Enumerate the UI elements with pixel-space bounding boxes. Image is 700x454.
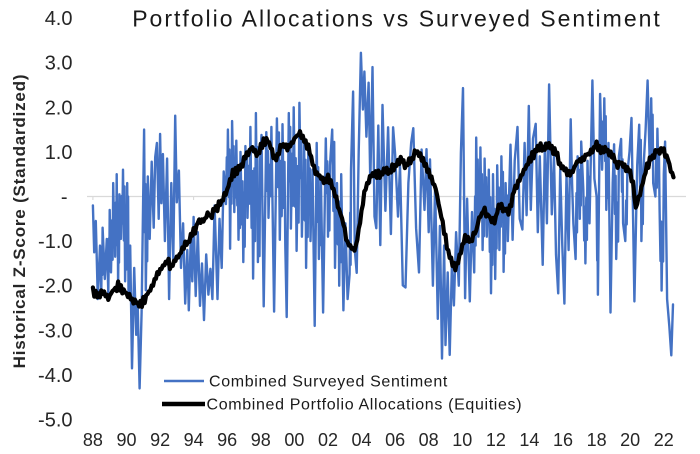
svg-text:-1.0: -1.0 — [38, 231, 72, 253]
svg-text:96: 96 — [217, 430, 237, 450]
svg-text:Combined Portfolio Allocations: Combined Portfolio Allocations (Equities… — [207, 397, 523, 414]
svg-text:20: 20 — [620, 430, 640, 450]
svg-text:16: 16 — [553, 430, 573, 450]
svg-text:12: 12 — [486, 430, 506, 450]
svg-text:Historical Z-Score (Standardiz: Historical Z-Score (Standardized) — [10, 74, 29, 369]
svg-text:10: 10 — [452, 430, 472, 450]
svg-text:98: 98 — [251, 430, 271, 450]
svg-text:3.0: 3.0 — [45, 53, 73, 75]
svg-text:08: 08 — [419, 430, 439, 450]
svg-text:Portfolio Allocations vs Surve: Portfolio Allocations vs Surveyed Sentim… — [132, 6, 662, 32]
svg-text:Combined Surveyed Sentiment: Combined Surveyed Sentiment — [209, 374, 448, 391]
svg-text:4.0: 4.0 — [45, 8, 73, 30]
svg-text:88: 88 — [83, 430, 103, 450]
svg-text:-3.0: -3.0 — [38, 320, 72, 342]
svg-text:1.0: 1.0 — [45, 142, 73, 164]
svg-text:-2.0: -2.0 — [38, 276, 72, 298]
svg-text:-5.0: -5.0 — [38, 410, 72, 432]
svg-text:-: - — [61, 187, 68, 209]
svg-text:00: 00 — [284, 430, 304, 450]
svg-text:92: 92 — [150, 430, 170, 450]
svg-text:2.0: 2.0 — [45, 97, 73, 119]
svg-text:90: 90 — [116, 430, 136, 450]
svg-text:02: 02 — [318, 430, 338, 450]
svg-text:06: 06 — [385, 430, 405, 450]
svg-text:14: 14 — [519, 430, 539, 450]
svg-text:04: 04 — [351, 430, 371, 450]
svg-text:18: 18 — [587, 430, 607, 450]
svg-text:94: 94 — [184, 430, 204, 450]
svg-text:22: 22 — [654, 430, 674, 450]
svg-text:-4.0: -4.0 — [38, 365, 72, 387]
